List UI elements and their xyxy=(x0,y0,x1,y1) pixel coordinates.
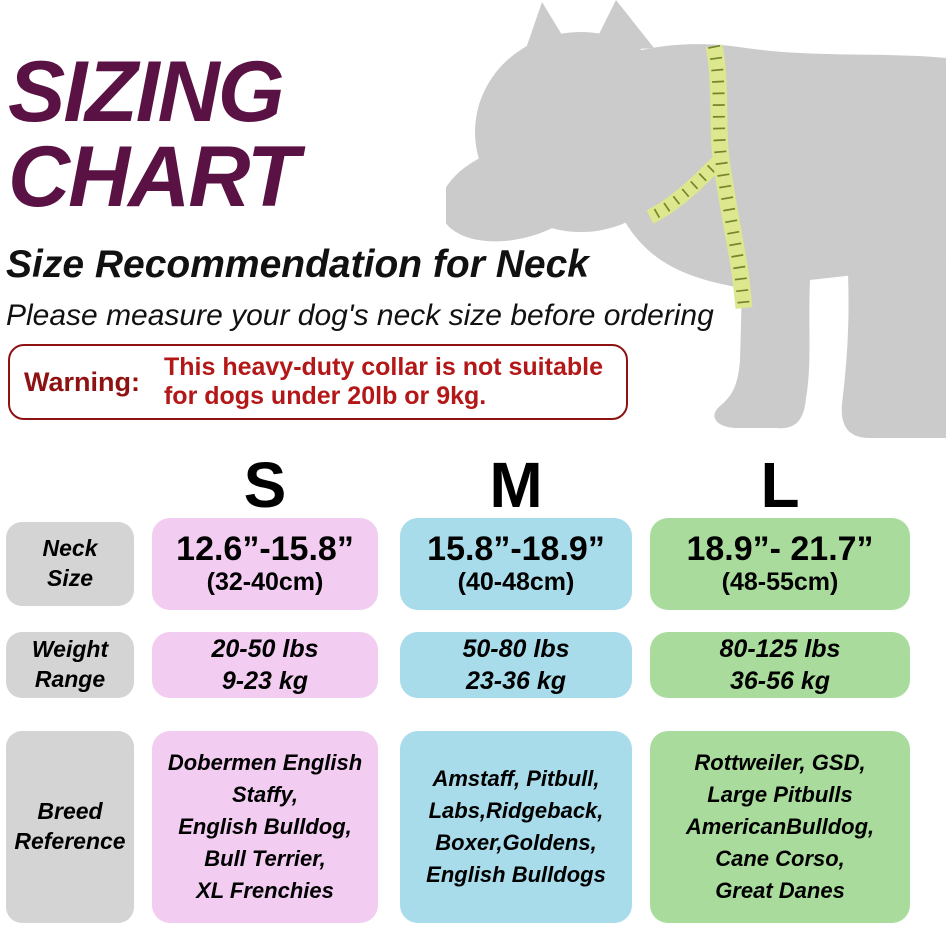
breed-line: Labs,Ridgeback, xyxy=(428,798,604,824)
dog-silhouette xyxy=(446,0,946,438)
weight-kg-s: 9-23 kg xyxy=(221,667,309,695)
neck-size-inches-m: 15.8”-18.9” xyxy=(427,529,605,568)
breed-line: Bull Terrier, xyxy=(204,845,326,871)
page-title: SIZING CHART xyxy=(8,44,299,226)
breed-line: English Bulldog, xyxy=(178,814,352,840)
dog-muzzle xyxy=(446,142,596,242)
measuring-tape-strip xyxy=(705,44,753,309)
neck-size-cell-s: 12.6”-15.8” (32-40cm) xyxy=(152,518,378,610)
neck-size-cm-l: (48-55cm) xyxy=(721,568,839,597)
warning-label: Warning: xyxy=(24,366,140,397)
warning-text-line-2: for dogs under 20lb or 9kg. xyxy=(163,382,487,410)
breed-line: AmericanBulldog, xyxy=(685,814,875,840)
neck-size-cm-s: (32-40cm) xyxy=(206,568,324,597)
measuring-tape-branch-ticks xyxy=(647,156,724,222)
row-label-weight-line-2: Range xyxy=(34,666,106,692)
warning-text: This heavy-duty collar is not suitable f… xyxy=(164,353,603,412)
row-label-breed-line-1: Breed xyxy=(37,798,103,825)
measure-note: Please measure your dog's neck size befo… xyxy=(6,299,714,332)
breed-reference-cell-l: Rottweiler, GSD, Large Pitbulls American… xyxy=(650,731,910,923)
weight-lbs-l: 80-125 lbs xyxy=(719,634,841,663)
row-label-breed-line-2: Reference xyxy=(14,828,126,854)
warning-box: Warning: This heavy-duty collar is not s… xyxy=(8,344,628,420)
weight-lbs-m: 50-80 lbs xyxy=(462,634,570,663)
breed-line: XL Frenchies xyxy=(196,877,334,903)
neck-size-cell-m: 15.8”-18.9” (40-48cm) xyxy=(400,518,632,610)
breed-reference-cell-m: Amstaff, Pitbull, Labs,Ridgeback, Boxer,… xyxy=(400,731,632,923)
neck-size-cm-m: (40-48cm) xyxy=(457,568,575,597)
row-label-breed-reference: Breed Reference xyxy=(6,731,134,923)
breed-line: English Bulldogs xyxy=(426,861,606,887)
breed-line: Rottweiler, GSD, xyxy=(694,750,866,776)
weight-lbs-s: 20-50 lbs xyxy=(211,634,319,663)
breed-line: Great Danes xyxy=(715,877,845,903)
breed-line: Dobermen English xyxy=(167,750,363,776)
row-label-neck-size: Neck Size xyxy=(6,522,134,606)
neck-size-inches-s: 12.6”-15.8” xyxy=(176,529,354,568)
weight-kg-l: 36-56 kg xyxy=(729,667,831,695)
dog-silhouette-illustration xyxy=(446,0,946,438)
neck-size-inches-l: 18.9”- 21.7” xyxy=(686,529,874,568)
size-header-s: S xyxy=(243,449,287,521)
row-label-neck-line-2: Size xyxy=(46,565,94,591)
row-label-weight-line-1: Weight xyxy=(31,636,109,663)
breed-line: Large Pitbulls xyxy=(707,782,853,808)
dog-far-leg xyxy=(841,262,946,438)
weight-range-cell-l: 80-125 lbs 36-56 kg xyxy=(650,632,910,698)
measuring-tape xyxy=(646,44,753,309)
title-line-1: SIZING xyxy=(8,44,285,140)
weight-range-cell-s: 20-50 lbs 9-23 kg xyxy=(152,632,378,698)
subtitle: Size Recommendation for Neck xyxy=(6,243,589,286)
title-line-2: CHART xyxy=(8,129,299,226)
size-header-l: L xyxy=(760,449,800,521)
row-label-weight-range: Weight Range xyxy=(6,632,134,698)
row-label-neck-line-1: Neck xyxy=(42,535,98,562)
breed-reference-cell-s: Dobermen English Staffy, English Bulldog… xyxy=(152,731,378,923)
weight-range-cell-m: 50-80 lbs 23-36 kg xyxy=(400,632,632,698)
dog-body xyxy=(602,44,946,429)
size-header-m: M xyxy=(489,449,543,521)
breed-line: Boxer,Goldens, xyxy=(435,830,597,855)
breed-line: Cane Corso, xyxy=(715,845,845,871)
breed-line: Staffy, xyxy=(231,782,299,808)
neck-size-cell-l: 18.9”- 21.7” (48-55cm) xyxy=(650,518,910,610)
warning-text-line-1: This heavy-duty collar is not suitable xyxy=(163,352,603,381)
weight-kg-m: 23-36 kg xyxy=(465,667,567,695)
breed-line: Amstaff, Pitbull, xyxy=(432,766,600,792)
